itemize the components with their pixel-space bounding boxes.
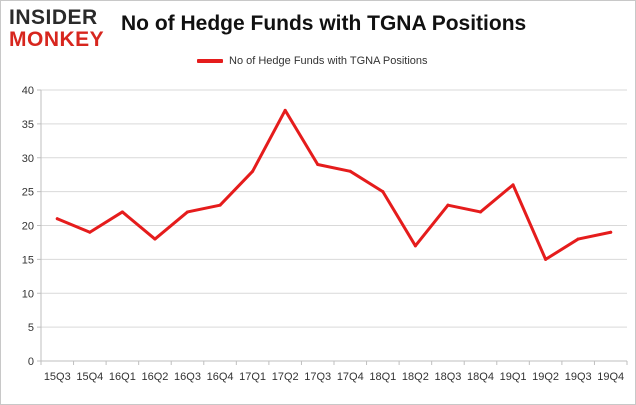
y-tick-label: 25: [22, 187, 34, 199]
data-point: [413, 244, 417, 248]
logo-monkey-text: MONKEY: [9, 28, 105, 51]
data-point: [544, 257, 548, 261]
legend-label: No of Hedge Funds with TGNA Positions: [229, 55, 428, 67]
data-point: [251, 169, 255, 173]
y-tick-label: 20: [22, 221, 34, 233]
data-point: [283, 108, 287, 112]
x-tick-label: 18Q4: [467, 371, 494, 383]
x-tick-label: 18Q1: [369, 371, 396, 383]
chart-legend: No of Hedge Funds with TGNA Positions: [197, 55, 428, 67]
data-point: [381, 190, 385, 194]
data-point: [88, 230, 92, 234]
insider-monkey-logo: INSIDER MONKEY: [9, 7, 117, 53]
logo-insider-text: INSIDER: [9, 6, 98, 29]
x-tick-label: 19Q1: [500, 371, 527, 383]
data-point: [153, 237, 157, 241]
x-tick-label: 18Q2: [402, 371, 429, 383]
x-tick-label: 15Q4: [76, 371, 103, 383]
data-point: [348, 169, 352, 173]
data-point: [446, 203, 450, 207]
data-point: [479, 210, 482, 214]
data-point: [218, 203, 222, 207]
data-point: [576, 237, 580, 241]
x-tick-label: 16Q4: [207, 371, 234, 383]
data-point: [316, 163, 320, 167]
x-tick-label: 19Q4: [597, 371, 624, 383]
series-line: [55, 108, 613, 261]
y-tick-label: 40: [22, 85, 34, 97]
data-point: [186, 210, 189, 214]
x-tick-label: 19Q3: [565, 371, 592, 383]
x-tick-label: 16Q1: [109, 371, 136, 383]
y-tick-label: 30: [22, 153, 34, 165]
x-tick-label: 15Q3: [44, 371, 71, 383]
x-tick-label: 16Q2: [141, 371, 168, 383]
x-tick-label: 17Q3: [304, 371, 331, 383]
data-point: [55, 217, 59, 221]
y-tick-label: 15: [22, 254, 34, 266]
y-tick-label: 5: [28, 322, 34, 334]
data-point: [120, 210, 124, 214]
data-point: [609, 230, 613, 234]
x-tick-label: 19Q2: [532, 371, 559, 383]
chart-title: No of Hedge Funds with TGNA Positions: [121, 12, 527, 35]
y-tick-label: 0: [28, 356, 34, 368]
x-tick-label: 17Q1: [239, 371, 266, 383]
x-tick-label: 17Q4: [337, 371, 364, 383]
x-tick-label: 17Q2: [272, 371, 299, 383]
x-tick-label: 18Q3: [434, 371, 461, 383]
x-tick-label: 16Q3: [174, 371, 201, 383]
y-tick-label: 10: [22, 288, 34, 300]
data-point: [511, 183, 515, 187]
y-tick-label: 35: [22, 119, 34, 131]
legend-line-swatch: [197, 59, 223, 63]
